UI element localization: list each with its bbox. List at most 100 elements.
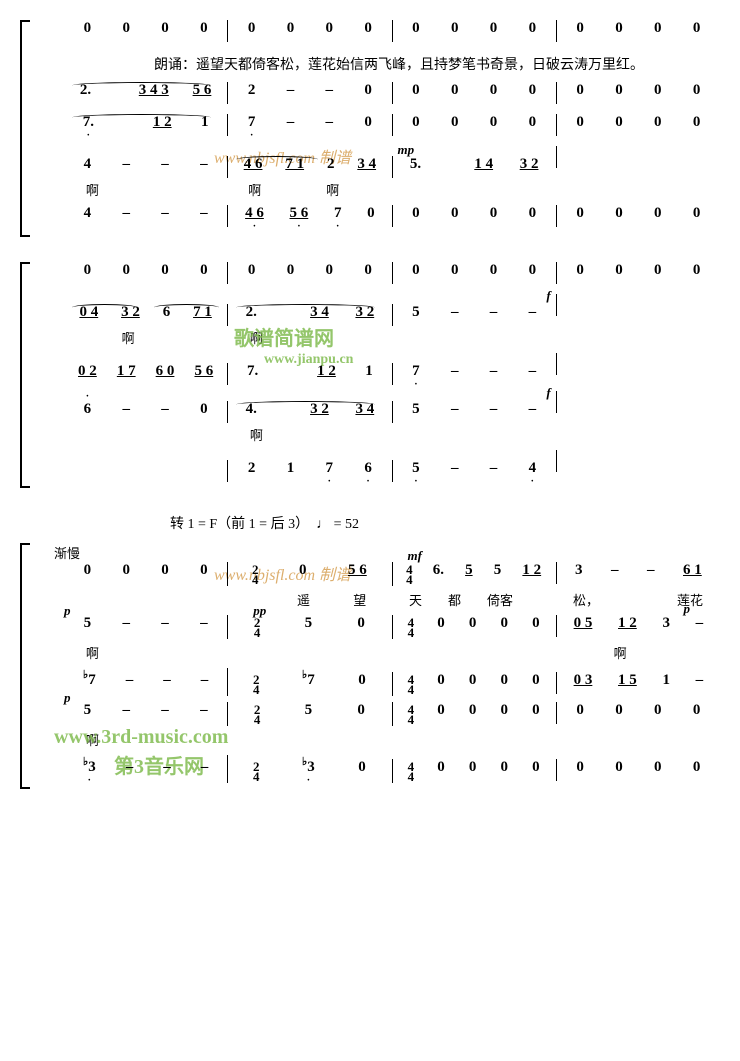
lyric: 啊: [326, 180, 339, 199]
note: 0: [448, 20, 462, 37]
measure: 0 0 0 0: [392, 262, 556, 284]
note: 5: [81, 615, 95, 632]
measure: 0 4 3 2 6 7 1: [64, 304, 227, 326]
note: 3 4: [307, 304, 332, 321]
note: 0: [364, 205, 378, 222]
note: 7 1: [190, 304, 215, 321]
measure: 3 – – 6 1: [556, 562, 720, 584]
rest-dash: –: [119, 615, 133, 632]
lyric: 啊: [86, 643, 99, 662]
note: 0: [361, 82, 375, 99]
measure: 0 0 0 0: [556, 114, 720, 136]
staff-row: 0 0 0 0 24 0 5 6 mf 44 6. 5 5 1 2 3 –: [34, 562, 720, 588]
measure: 7 – – –: [64, 668, 227, 690]
rest-dash: –: [160, 759, 174, 776]
note: 0: [573, 759, 587, 776]
lyric: 啊: [250, 328, 263, 347]
measure: 0 0 0 0: [556, 262, 720, 284]
note: 0: [197, 401, 211, 418]
narration-text: 遥望天都倚客松，莲花始信两飞峰，且持梦笔书奇景，日破云涛万里红。: [196, 58, 644, 73]
lyric: 啊: [614, 643, 627, 662]
dynamic-p: p: [684, 601, 691, 617]
note: 1: [284, 460, 298, 477]
note: 0: [323, 262, 337, 279]
tempo-note: ♩: [316, 517, 330, 532]
note: 0: [690, 114, 704, 131]
rest-dash: –: [123, 759, 137, 776]
note: 6 1: [680, 562, 705, 579]
note: 0: [612, 205, 626, 222]
note: 0: [284, 262, 298, 279]
measure: 44 0 0 0 0: [392, 615, 556, 639]
system-3: www.nbjsfl.com 制谱 www.3rd-music.com 第3音乐…: [20, 543, 720, 789]
staff-row: 2 1 7 6 5 – – 4: [34, 450, 720, 482]
note: 0: [651, 205, 665, 222]
measure: [556, 294, 720, 316]
staff-row: 2. 3 4 3 5 6 2 – – 0 0 0 0 0 0 0 0 0: [34, 82, 720, 108]
note: 0: [529, 759, 543, 776]
lyric-row: 啊 啊: [34, 643, 720, 662]
measure: 44 0 0 0 0: [392, 759, 556, 783]
note: 5 6: [190, 82, 215, 99]
staff-row: 7. 1 2 1 7 – – 0 0 0 0 0 0 0 0 0: [34, 114, 720, 140]
note: 0 4: [76, 304, 101, 321]
note: 0: [284, 20, 298, 37]
staff-row: 4 – – – 4 6 5 6 7 0 0 0 0 0 0 0 0 0: [34, 205, 720, 231]
measure: 0 0 0 0: [556, 205, 720, 227]
note: 0: [409, 205, 423, 222]
rest-dash: –: [119, 401, 133, 418]
note: 0: [497, 672, 511, 689]
tempo-value: = 52: [334, 517, 359, 532]
note: 6 0: [153, 363, 178, 380]
note: 0: [526, 262, 540, 279]
note: 0: [573, 702, 587, 719]
note: 0: [448, 82, 462, 99]
note: 0: [651, 262, 665, 279]
note: 7: [323, 460, 337, 477]
narration-prefix: 朗诵：: [154, 58, 196, 73]
rest-dash: –: [198, 759, 212, 776]
note: 3 2: [352, 304, 377, 321]
note: 4: [81, 156, 95, 173]
note: 4.: [243, 401, 260, 418]
note: 2: [245, 82, 259, 99]
timesig-44: 44: [406, 762, 417, 783]
lyric: 望: [353, 590, 366, 609]
note: 6: [361, 460, 375, 477]
rest-dash: –: [158, 702, 172, 719]
measure: 5 – – –: [64, 615, 227, 637]
note: 7.: [80, 114, 97, 131]
note: 0: [448, 262, 462, 279]
measure: 4. 3 2 3 4: [227, 401, 391, 423]
staff-row: p 5 – – – 24 5 0 44 0 0 0 0 0 0: [34, 702, 720, 728]
note: 0: [448, 114, 462, 131]
note: 6.: [430, 562, 447, 579]
note: 0: [119, 20, 133, 37]
note: 5: [409, 304, 423, 321]
measure: [556, 450, 720, 472]
rest-dash: –: [284, 82, 298, 99]
note: 6: [160, 304, 174, 321]
rest-dash: –: [197, 615, 211, 632]
note: 0: [466, 759, 480, 776]
rest-dash: –: [119, 205, 133, 222]
measure: 0 0 0 0: [556, 702, 720, 724]
note: 0: [497, 702, 511, 719]
rest-dash: –: [123, 672, 137, 689]
note: 0: [197, 562, 211, 579]
note: 3: [572, 562, 586, 579]
rest-dash: –: [323, 82, 337, 99]
staff-row: 0 0 0 0 0 0 0 0 0 0 0 0 0 0 0 0: [34, 262, 720, 288]
rest-dash: –: [158, 615, 172, 632]
measure: 0 0 0 0: [64, 562, 227, 584]
measure: 0 0 0 0: [64, 262, 227, 284]
measure: 24 0 5 6: [227, 562, 391, 586]
note: 0: [487, 205, 501, 222]
staff-row: p 5 – – – pp 24 5 0 44 0 0 0 0 p: [34, 615, 720, 641]
note: 0: [526, 82, 540, 99]
rest-dash: –: [448, 460, 462, 477]
note: 1 7: [114, 363, 139, 380]
lyric: 啊: [86, 730, 99, 749]
staff-row: 3 – – – 24 3 0 44 0 0 0 0 0 0 0 0: [34, 755, 720, 783]
note: 2.: [243, 304, 260, 321]
